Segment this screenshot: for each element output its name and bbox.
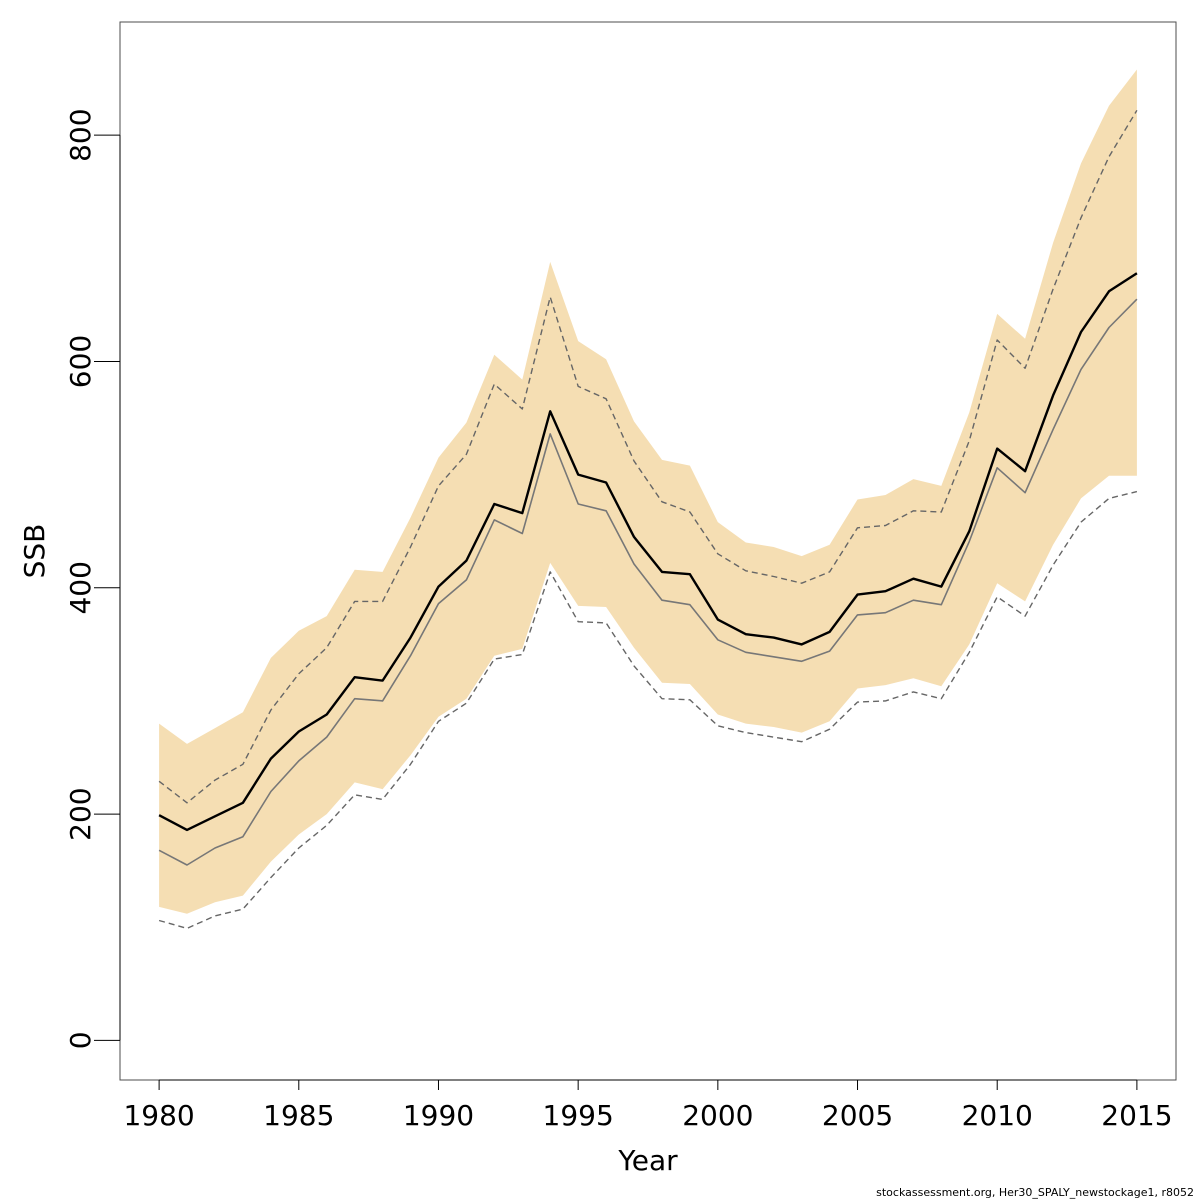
y-tick-label: 400 (64, 561, 97, 614)
x-tick-label: 1985 (263, 1099, 334, 1132)
x-tick-label: 1990 (403, 1099, 474, 1132)
y-tick-label: 0 (64, 1031, 97, 1049)
y-tick-label: 800 (64, 108, 97, 161)
x-axis: 1980 1985 1990 1995 2000 2005 2010 2015 (123, 1079, 1173, 1132)
x-tick-label: 2000 (682, 1099, 753, 1132)
confidence-band-layer (159, 69, 1137, 914)
x-axis-title: Year (617, 1144, 678, 1177)
median-line (158, 298, 1138, 866)
x-tick-label: 2005 (822, 1099, 893, 1132)
y-tick-label: 200 (64, 787, 97, 840)
lower-dashed-line (158, 490, 1138, 930)
upper-dashed-line (158, 109, 1138, 804)
x-tick-label: 1995 (543, 1099, 614, 1132)
y-axis-title: SSB (18, 524, 51, 579)
confidence-band (159, 69, 1137, 914)
ssb-estimate-line (158, 272, 1138, 832)
x-tick-label: 1980 (123, 1099, 194, 1132)
series-layer (158, 109, 1138, 930)
x-tick-label: 2010 (962, 1099, 1033, 1132)
y-axis: 0 200 400 600 800 (64, 108, 121, 1049)
y-tick-label: 600 (64, 335, 97, 388)
x-tick-label: 2015 (1101, 1099, 1172, 1132)
footer-credit: stockassessment.org, Her30_SPALY_newstoc… (876, 1186, 1194, 1199)
